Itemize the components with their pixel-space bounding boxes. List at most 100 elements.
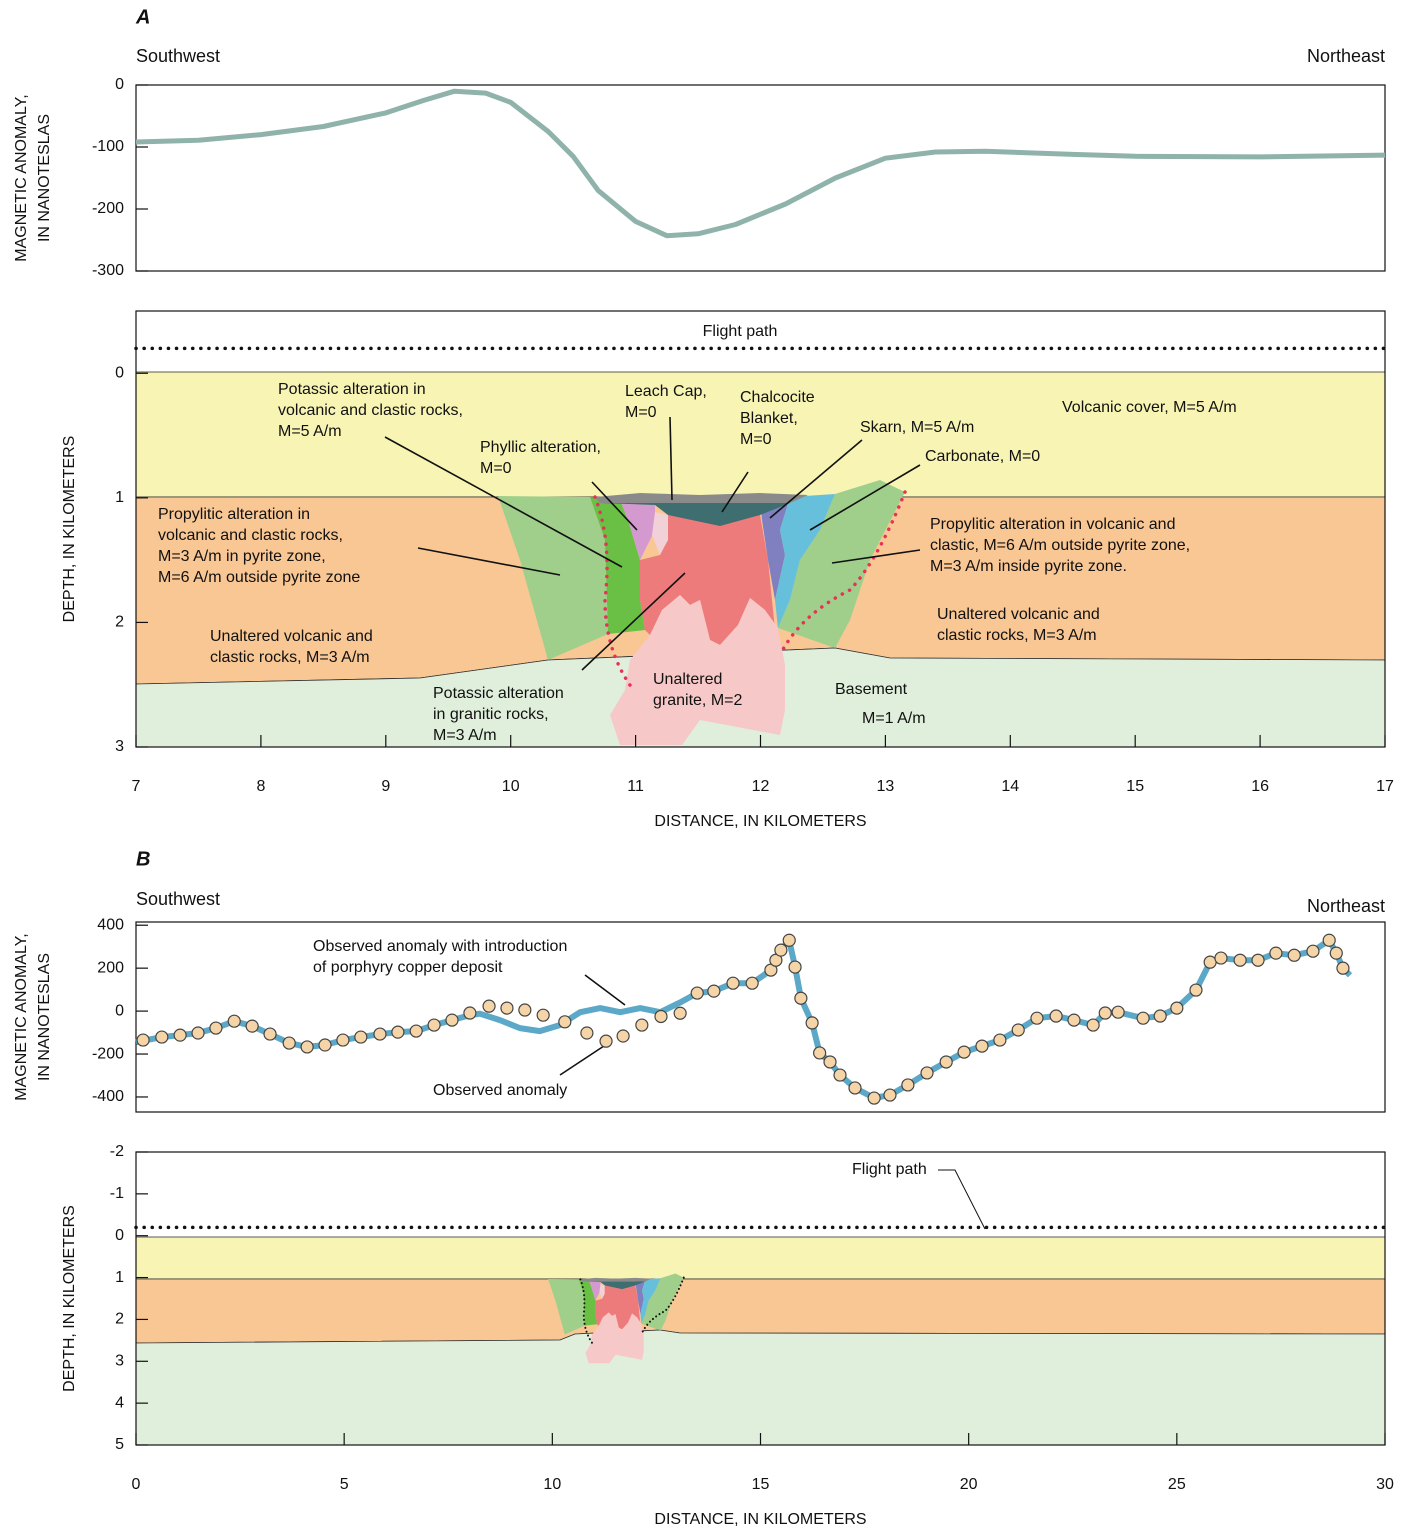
y-tick-label: -200 (92, 1045, 124, 1062)
anomaly-point (337, 1034, 349, 1046)
y-tick-label: 400 (97, 916, 124, 933)
anomaly-line (136, 91, 1385, 236)
anomaly-point (446, 1014, 458, 1026)
x-tick-label: 15 (1126, 778, 1144, 795)
y-tick-label: -400 (92, 1088, 124, 1105)
anomaly-point (392, 1026, 404, 1038)
direction-label: Southwest (136, 46, 220, 66)
unit-label: Chalcocite (740, 389, 815, 406)
anomaly-point (483, 1000, 495, 1012)
x-tick-label: 5 (340, 1476, 349, 1493)
x-tick-label: 30 (1376, 1476, 1394, 1493)
unit-label: Skarn, M=5 A/m (860, 419, 974, 436)
anomaly-point (775, 944, 787, 956)
x-tick-label: 7 (132, 778, 141, 795)
anomaly-point (789, 961, 801, 973)
y-tick-label: 0 (115, 1002, 124, 1019)
x-tick-label: 8 (256, 778, 265, 795)
anomaly-point (1307, 945, 1319, 957)
flight-path-label: Flight path (852, 1161, 927, 1178)
anomaly-point (519, 1004, 531, 1016)
anomaly-point (655, 1010, 667, 1022)
flight-path-label: Flight path (703, 323, 778, 340)
x-axis-title: DISTANCE, IN KILOMETERS (654, 1511, 866, 1528)
y-tick-label: 1 (115, 1269, 124, 1286)
x-axis-title: DISTANCE, IN KILOMETERS (654, 813, 866, 830)
anomaly-point (849, 1082, 861, 1094)
anomaly-point (600, 1035, 612, 1047)
anomaly-point (210, 1022, 222, 1034)
anomaly-point (727, 977, 739, 989)
x-tick-label: 25 (1168, 1476, 1186, 1493)
unit-label: Potassic alteration in (278, 381, 426, 398)
anomaly-point (1050, 1010, 1062, 1022)
y-tick-label: 0 (115, 365, 124, 382)
anomaly-point (1190, 984, 1202, 996)
anomaly-point (228, 1015, 240, 1027)
x-tick-label: 12 (752, 778, 770, 795)
unit-label: Phyllic alteration, (480, 439, 601, 456)
anomaly-point (691, 987, 703, 999)
anomaly-point (156, 1031, 168, 1043)
x-tick-label: 11 (627, 778, 644, 795)
unit-label: M=0 (480, 460, 512, 477)
x-tick-label: 9 (381, 778, 390, 795)
unit-label: Volcanic cover, M=5 A/m (1062, 399, 1237, 416)
anomaly-point (1099, 1007, 1111, 1019)
unit-label: clastic rocks, M=3 A/m (210, 649, 370, 666)
anomaly-point (814, 1047, 826, 1059)
anomaly-point (1112, 1006, 1124, 1018)
y-tick-label: -200 (92, 200, 124, 217)
anomaly-point (976, 1040, 988, 1052)
panel-label: B (136, 848, 150, 870)
unit-label: volcanic and clastic rocks, (278, 402, 463, 419)
x-tick-label: 14 (1001, 778, 1019, 795)
anomaly-point (921, 1067, 933, 1079)
y-tick-label: 4 (115, 1394, 124, 1411)
anomaly-point (884, 1089, 896, 1101)
anomaly-point (1031, 1012, 1043, 1024)
y-axis-title: MAGNETIC ANOMALY, (13, 933, 30, 1100)
anomaly-point (283, 1037, 295, 1049)
y-tick-label: -300 (92, 262, 124, 279)
anomaly-point (174, 1029, 186, 1041)
anomaly-point (674, 1007, 686, 1019)
unit-label: M=0 (740, 431, 772, 448)
anomaly-point (1204, 956, 1216, 968)
anomaly-point (1171, 1002, 1183, 1014)
direction-label: Northeast (1307, 46, 1385, 66)
plot-frame (136, 85, 1385, 271)
y-axis-title: IN NANOTESLAS (36, 114, 53, 242)
unit-label: Basement (835, 681, 908, 698)
annotation: of porphyry copper deposit (313, 959, 503, 976)
y-tick-label: 3 (115, 1353, 124, 1370)
anomaly-point (1288, 949, 1300, 961)
y-tick-label: -100 (92, 138, 124, 155)
y-tick-label: 2 (115, 1311, 124, 1328)
unit-label: Propylitic alteration in (158, 506, 310, 523)
unit-label: granite, M=2 (653, 692, 742, 709)
direction-label: Southwest (136, 889, 220, 909)
anomaly-point (708, 985, 720, 997)
y-tick-label: 0 (115, 1227, 124, 1244)
unit-label: Unaltered volcanic and (210, 628, 373, 645)
x-tick-label: 16 (1251, 778, 1269, 795)
anomaly-point (1215, 952, 1227, 964)
x-tick-label: 20 (960, 1476, 978, 1493)
figure: 0-100-200-300ASouthwestNortheastMAGNETIC… (0, 0, 1406, 1531)
anomaly-point (1234, 954, 1246, 966)
unit-label: M=1 A/m (862, 710, 926, 727)
y-axis-title: MAGNETIC ANOMALY, (13, 94, 30, 261)
anomaly-point (1337, 962, 1349, 974)
anomaly-point (834, 1069, 846, 1081)
unit-label: Unaltered (653, 671, 722, 688)
anomaly-point (902, 1079, 914, 1091)
anomaly-point (559, 1016, 571, 1028)
x-tick-label: 17 (1376, 778, 1394, 795)
anomaly-point (301, 1041, 313, 1053)
anomaly-point (958, 1046, 970, 1058)
x-tick-label: 0 (132, 1476, 141, 1493)
unit-label: M=5 A/m (278, 423, 342, 440)
y-axis-title: DEPTH, IN KILOMETERS (61, 436, 78, 623)
anomaly-point (246, 1020, 258, 1032)
